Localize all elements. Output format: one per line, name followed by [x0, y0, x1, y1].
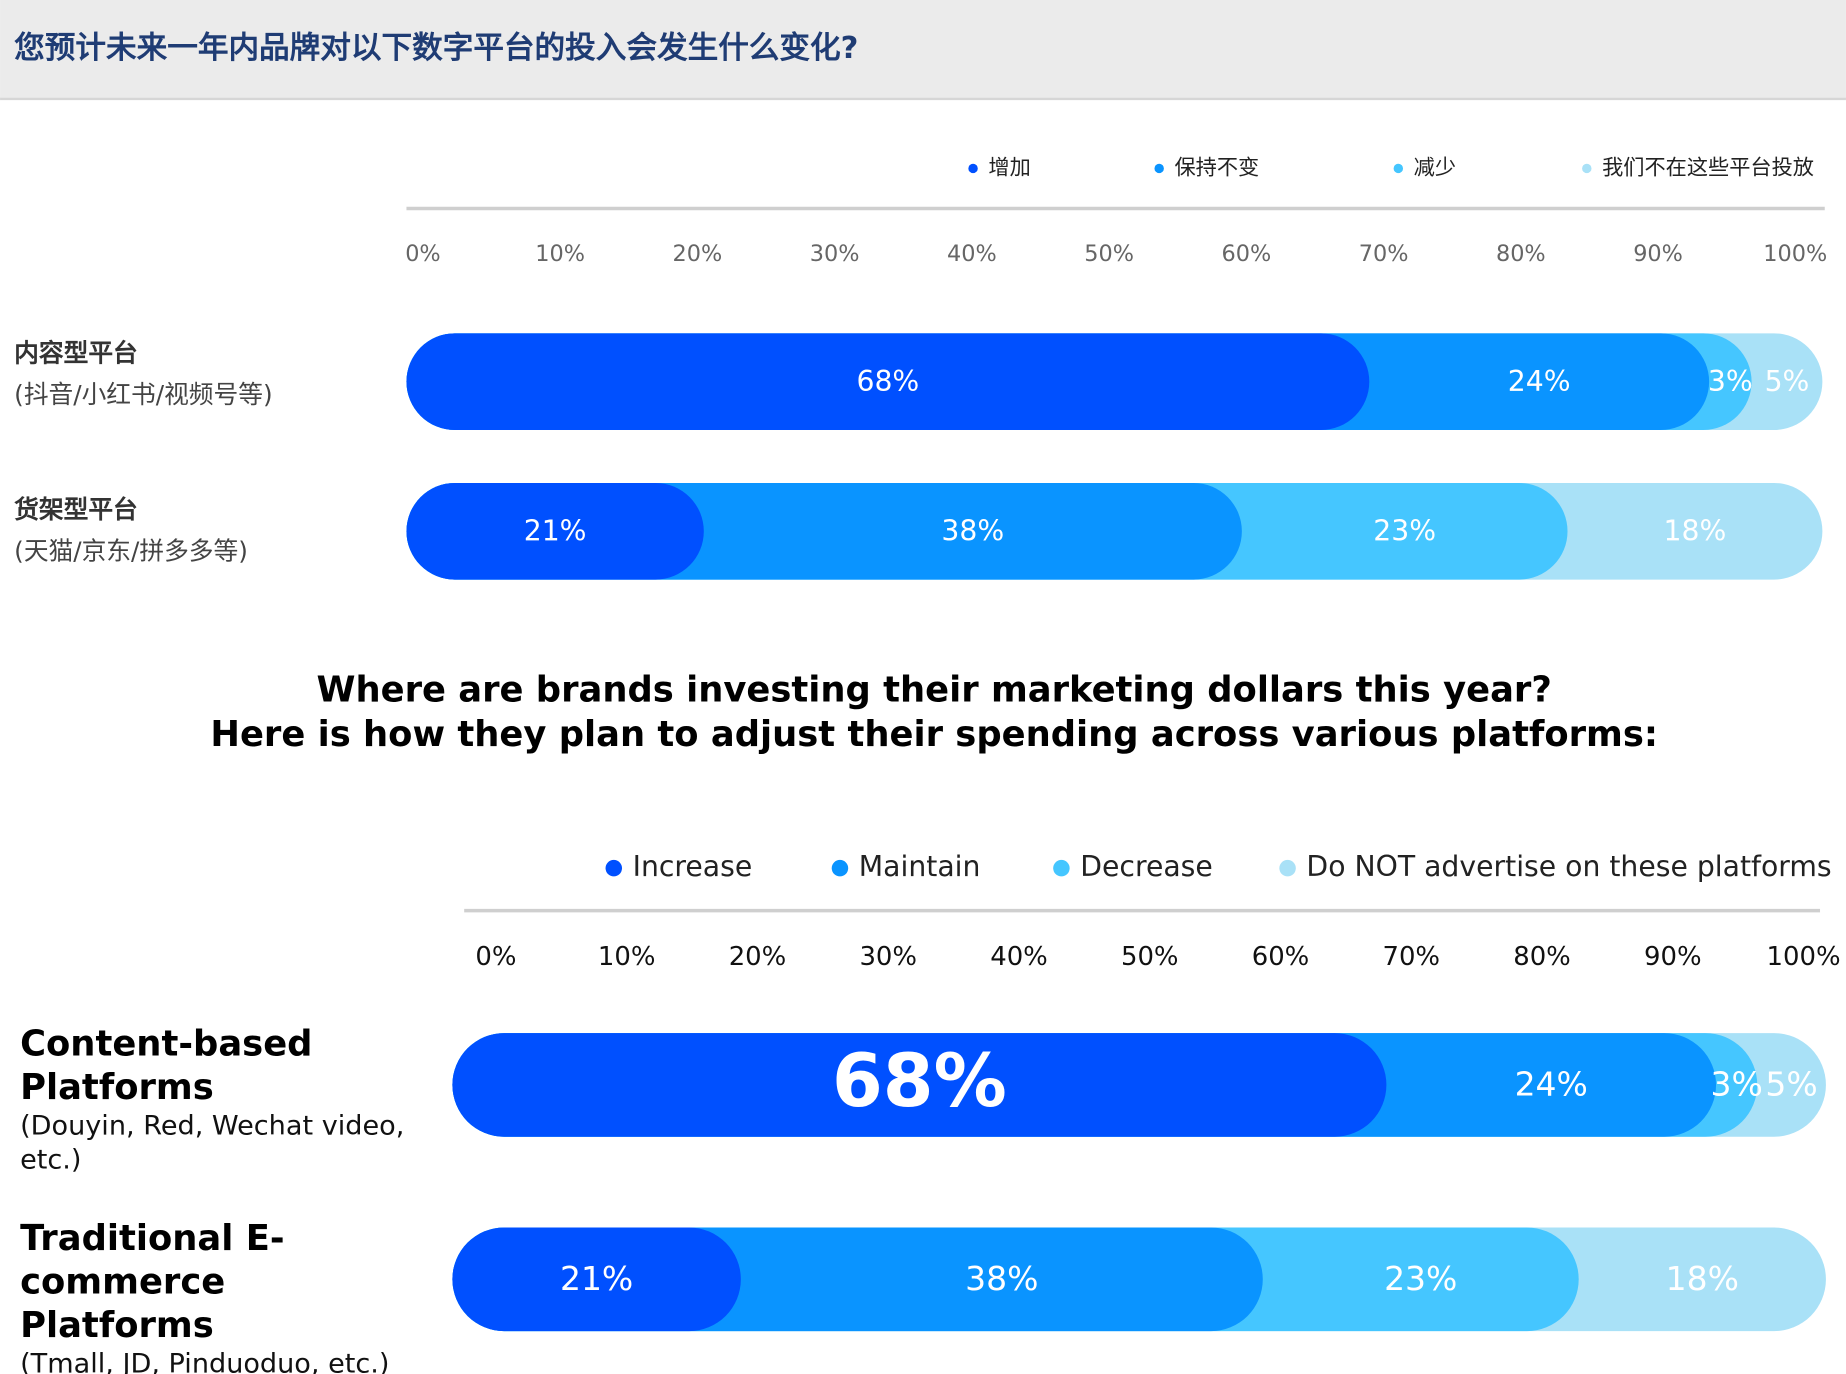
value-label: 18%	[1664, 514, 1727, 547]
x-tick-label: 0%	[405, 241, 440, 267]
x-tick-label: 70%	[1359, 241, 1409, 267]
category-label: 内容型平台	[14, 339, 138, 368]
legend-label: 减少	[1414, 154, 1456, 179]
value-label: 23%	[1384, 1259, 1457, 1298]
category-label: Traditional E-commerce Platforms	[20, 1218, 285, 1347]
category-note: (天猫/京东/拼多多等)	[14, 536, 248, 565]
header-band	[0, 0, 1846, 99]
legend-swatch	[605, 859, 623, 877]
category-note: (Tmall, JD, Pinduoduo, etc.)	[20, 1348, 390, 1374]
x-tick-label: 70%	[1382, 942, 1440, 972]
value-label: 3%	[1708, 365, 1753, 398]
x-tick-label: 50%	[1121, 942, 1179, 972]
category-block: Traditional E-commerce Platforms(Tmall, …	[20, 1217, 426, 1374]
x-tick-label: 100%	[1763, 241, 1827, 267]
value-label: 24%	[1515, 1065, 1588, 1104]
x-tick-label: 90%	[1644, 942, 1702, 972]
legend-swatch	[968, 163, 978, 174]
chart-title: Where are brands investing their marketi…	[317, 669, 1552, 710]
value-label: 38%	[965, 1259, 1038, 1298]
category-block: Content-based Platforms(Douyin, Red, Wec…	[20, 1022, 426, 1177]
value-label: 23%	[1373, 514, 1436, 547]
x-tick-label: 80%	[1513, 942, 1571, 972]
value-label: 5%	[1765, 1065, 1817, 1104]
category-block-body: Traditional E-commerce Platforms (Tmall, …	[20, 1217, 426, 1374]
value-label: 24%	[1508, 365, 1571, 398]
x-tick-label: 30%	[859, 942, 917, 972]
value-label: 38%	[941, 514, 1004, 547]
category-note: (抖音/小红书/视频号等)	[14, 380, 272, 409]
legend-swatch	[831, 859, 849, 877]
x-tick-label: 60%	[1252, 942, 1310, 972]
x-tick-label: 10%	[598, 942, 656, 972]
category-block-body: Content-based Platforms (Douyin, Red, Wec…	[20, 1022, 426, 1177]
bar-segment	[452, 1227, 741, 1332]
x-tick-label: 20%	[729, 942, 787, 972]
legend-label: Increase	[633, 850, 753, 883]
legend-label: 增加	[988, 154, 1030, 179]
legend-label: Maintain	[859, 850, 981, 883]
x-tick-label: 40%	[947, 241, 997, 267]
legend-swatch	[1154, 163, 1164, 174]
legend-swatch	[1582, 163, 1592, 174]
bar-segment	[452, 1033, 1387, 1137]
x-tick-label: 20%	[673, 241, 723, 267]
legend-label: Decrease	[1080, 850, 1213, 883]
x-tick-label: 0%	[475, 942, 516, 972]
x-tick-label: 10%	[535, 241, 585, 267]
value-label: 68%	[856, 365, 919, 398]
legend-label: Do NOT advertise on these platforms	[1306, 850, 1831, 883]
value-label: 3%	[1710, 1065, 1762, 1104]
x-tick-label: 80%	[1496, 241, 1546, 267]
x-tick-label: 30%	[810, 241, 860, 267]
value-label: 21%	[560, 1259, 633, 1298]
x-tick-label: 50%	[1084, 241, 1134, 267]
legend-label: 保持不变	[1174, 154, 1259, 179]
legend-label: 我们不在这些平台投放	[1602, 154, 1814, 179]
x-tick-label: 90%	[1633, 241, 1683, 267]
legend-swatch	[1053, 859, 1070, 877]
value-label: 21%	[524, 514, 587, 547]
value-label: 5%	[1765, 365, 1810, 398]
legend-swatch	[1279, 859, 1296, 877]
bar-segment	[406, 333, 1370, 430]
legend-swatch	[1393, 163, 1404, 174]
value-label: 68%	[832, 1039, 1007, 1124]
category-label: Content-based Platforms	[20, 1023, 313, 1109]
bar-segment	[406, 482, 704, 580]
chart-subtitle: Here is how they plan to adjust their sp…	[210, 714, 1658, 755]
x-tick-label: 60%	[1221, 241, 1271, 267]
x-tick-label: 40%	[990, 942, 1048, 972]
category-note: (Douyin, Red, Wechat video, etc.)	[20, 1110, 405, 1176]
chart-title: 您预计未来一年内品牌对以下数字平台的投入会发生什么变化?	[14, 30, 858, 66]
value-label: 18%	[1666, 1259, 1739, 1298]
category-label: 货架型平台	[14, 495, 138, 524]
x-tick-label: 100%	[1767, 942, 1841, 972]
